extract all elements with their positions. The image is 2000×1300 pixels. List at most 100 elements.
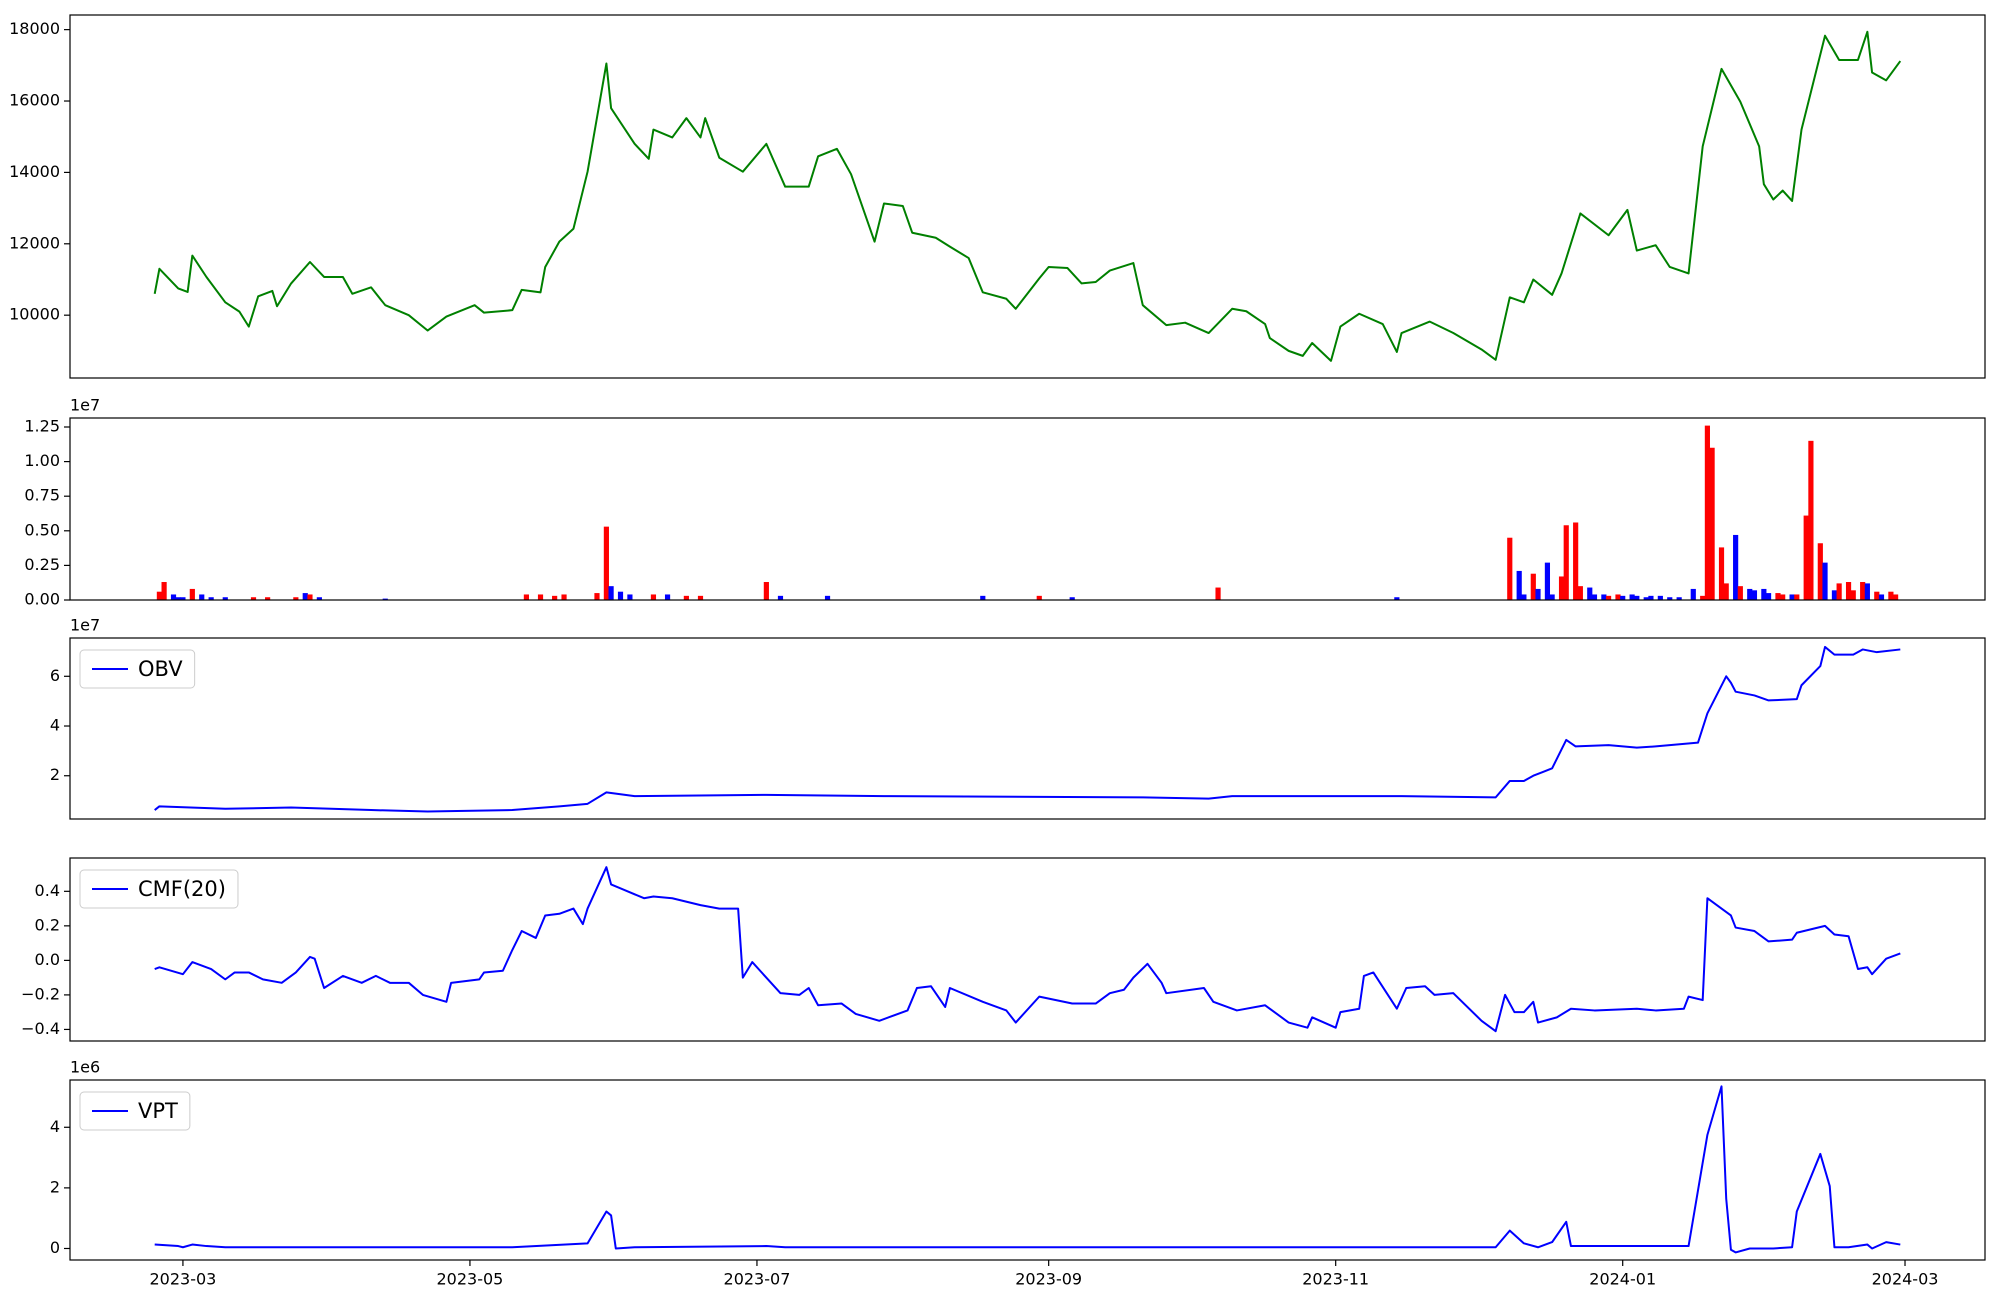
bar xyxy=(1704,425,1710,600)
x-tick-label: 2023-09 xyxy=(1015,1270,1082,1289)
y-tick-label: 0.0 xyxy=(35,950,60,969)
y-tick-label: 2 xyxy=(50,765,60,784)
y-tick-label: 4 xyxy=(50,716,60,735)
bar xyxy=(1573,522,1579,600)
x-tick-label: 2023-05 xyxy=(437,1270,504,1289)
bar xyxy=(1535,588,1541,600)
bar xyxy=(1036,595,1042,600)
y-tick-label: 0.4 xyxy=(35,881,60,900)
bar xyxy=(824,595,831,600)
line-series xyxy=(154,866,1901,1033)
bar xyxy=(208,597,214,600)
bar xyxy=(1544,562,1551,600)
y-tick-label: 18000 xyxy=(9,19,60,38)
y-tick-label: 0 xyxy=(50,1238,60,1257)
y-tick-label: 0.75 xyxy=(24,486,60,505)
bar xyxy=(608,586,614,600)
bar xyxy=(302,593,308,600)
bar xyxy=(1747,588,1753,600)
legend-box xyxy=(79,869,239,909)
bar xyxy=(617,591,624,600)
bar xyxy=(1751,590,1758,600)
bar xyxy=(683,595,689,600)
bar xyxy=(1676,597,1682,600)
panel: −0.4 −0.2 0.0 0.2 0.4 CMF(20) xyxy=(21,857,1986,1042)
y-tick-label: 4 xyxy=(50,1117,60,1136)
bar xyxy=(1507,537,1513,600)
panel: 0 2 4 1e6 2023-03 2023-05 2023-07 2023-09 2023-1… xyxy=(50,1058,1986,1289)
x-tick-label: 2023-11 xyxy=(1302,1270,1369,1289)
bar xyxy=(1700,595,1706,600)
bar xyxy=(1620,595,1626,600)
bar xyxy=(316,597,322,600)
legend-label: OBV xyxy=(138,657,183,681)
bar xyxy=(1893,594,1899,600)
bar xyxy=(1521,594,1527,600)
bar xyxy=(161,582,167,600)
bar xyxy=(664,594,671,600)
bar xyxy=(1601,594,1607,600)
axes-frame xyxy=(69,857,1986,1042)
bar xyxy=(1808,440,1814,600)
axes-frame xyxy=(69,14,1986,379)
bar xyxy=(552,595,558,600)
legend-box xyxy=(79,649,196,689)
bar xyxy=(189,588,195,600)
x-tick-label: 2023-07 xyxy=(724,1270,791,1289)
y-tick-label: 0.00 xyxy=(24,590,60,609)
bar xyxy=(1657,595,1663,600)
bar xyxy=(293,597,299,600)
line-series xyxy=(153,30,1902,362)
bar xyxy=(627,594,633,600)
bar xyxy=(1822,562,1828,600)
bar xyxy=(523,594,529,600)
bar xyxy=(1845,582,1852,600)
legend-label: VPT xyxy=(138,1099,178,1123)
y-tick-label: 14000 xyxy=(9,162,60,181)
bar xyxy=(1516,570,1522,600)
bar xyxy=(1794,594,1800,600)
legend-box xyxy=(79,1091,191,1131)
bar xyxy=(1629,594,1635,600)
bar xyxy=(1577,586,1583,600)
bar xyxy=(1836,583,1842,600)
y-tick-label: 12000 xyxy=(9,233,60,252)
bar xyxy=(594,593,600,600)
bar xyxy=(1549,594,1555,600)
bar xyxy=(561,594,567,600)
panel: 2 4 6 1e7 OBV xyxy=(50,616,1986,820)
bar xyxy=(1615,594,1621,600)
axes-frame xyxy=(69,1079,1986,1261)
bar xyxy=(1878,594,1885,600)
bar xyxy=(1789,594,1795,600)
bar xyxy=(1587,587,1593,600)
bar xyxy=(175,597,181,600)
axis-offset: 1e6 xyxy=(70,1058,100,1077)
panel: 0.00 0.25 0.50 0.75 1.00 1.25 1e7 xyxy=(24,396,1986,609)
bar xyxy=(1737,586,1743,600)
bar xyxy=(180,597,186,600)
bar xyxy=(1394,597,1400,600)
axis-offset: 1e7 xyxy=(70,616,100,635)
bar xyxy=(170,594,177,600)
bar xyxy=(980,595,986,600)
bar xyxy=(222,597,228,600)
bar xyxy=(650,594,657,600)
bar xyxy=(250,597,257,600)
y-tick-label: −0.4 xyxy=(21,1019,60,1038)
axes-frame xyxy=(69,637,1986,820)
line-series xyxy=(154,1085,1901,1254)
y-tick-label: 1.00 xyxy=(24,451,60,470)
bar xyxy=(1864,583,1870,600)
bar xyxy=(307,594,313,600)
bar xyxy=(1709,447,1715,600)
bar xyxy=(1069,597,1075,600)
bar xyxy=(1634,595,1640,600)
bar xyxy=(265,597,271,600)
y-tick-label: 0.2 xyxy=(35,915,60,934)
bar xyxy=(1803,515,1809,600)
y-tick-label: 6 xyxy=(50,666,60,685)
bar xyxy=(1558,576,1565,600)
bar xyxy=(1831,590,1838,600)
